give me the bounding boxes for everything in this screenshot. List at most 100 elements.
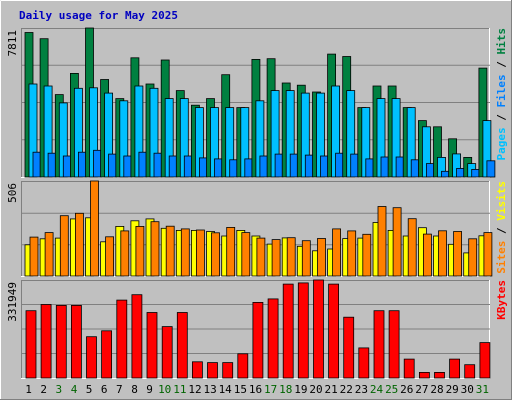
sites-bar (438, 230, 447, 277)
visits-sites-ymax-label: 506 (6, 183, 19, 203)
sites-bar (453, 231, 463, 277)
hits-files-pages-legend-part: Files (495, 74, 508, 107)
pages-bar (108, 153, 117, 178)
kbytes-bar (282, 283, 294, 379)
x-tick-label: 28 (430, 383, 443, 396)
kbytes-bar (449, 358, 461, 379)
sites-bar (407, 218, 417, 277)
visits-sites-legend-part: / (495, 221, 508, 241)
visits-sites-legend-part: Visits (495, 181, 508, 221)
x-tick-label: 4 (71, 383, 78, 396)
sites-bar (332, 228, 342, 277)
x-tick-label: 13 (203, 383, 216, 396)
hits-files-pages-bars (24, 27, 496, 178)
sites-bar (180, 228, 190, 277)
kbytes-bar (40, 304, 52, 379)
kbytes-bar (176, 312, 188, 379)
kbytes-bar (313, 279, 324, 379)
sites-bar (483, 232, 493, 277)
hits-files-pages-legend-part: Pages (495, 127, 508, 160)
x-tick-label: 14 (219, 383, 233, 396)
x-tick-label: 27 (415, 383, 428, 396)
kbytes-bar (222, 362, 234, 379)
x-tick-label: 19 (294, 383, 307, 396)
x-tick-label: 18 (279, 383, 292, 396)
x-tick-label: 21 (324, 383, 337, 396)
kbytes-bar (418, 371, 430, 379)
x-tick-label: 11 (173, 383, 186, 396)
sites-bar (195, 229, 205, 277)
pages-bar (259, 155, 269, 178)
x-tick-label: 3 (55, 383, 62, 396)
kbytes-panel: 331949 KBytes (6, 279, 508, 379)
x-tick-label: 2 (40, 383, 47, 396)
sites-bar (271, 239, 281, 277)
x-tick-label: 26 (400, 383, 413, 396)
sites-bar (165, 225, 175, 277)
visits-sites-panel: 506 Sites / Visits (6, 180, 508, 277)
hits-files-pages-legend-part: / (495, 108, 508, 128)
x-tick-label: 22 (340, 383, 353, 396)
sites-bar (59, 215, 69, 277)
x-tick-label: 30 (461, 383, 474, 396)
pages-bar (47, 152, 57, 178)
kbytes-bar (343, 316, 355, 379)
kbytes-bar (55, 304, 67, 379)
x-tick-label: 8 (131, 383, 138, 396)
kbytes-bar (131, 294, 143, 379)
kbytes-bars (25, 279, 491, 379)
pages-bar (304, 154, 314, 178)
x-axis-day-labels: 1 2 3 4 5 6 7 8 9 10 11 12 13 14 15 16 17 18 19 20 21 22 23 24 2… (25, 383, 489, 396)
pages-bar (486, 160, 496, 178)
kbytes-legend-label: KBytes (495, 280, 508, 320)
x-tick-label: 17 (264, 383, 277, 396)
sites-bar (120, 230, 130, 277)
sites-bar (211, 232, 220, 277)
visits-sites-legend-label: Sites / Visits (495, 181, 508, 274)
kbytes-bar (479, 342, 491, 379)
sites-bar (75, 212, 84, 277)
sites-bar (241, 232, 251, 277)
kbytes-bar (86, 336, 97, 379)
hits-files-pages-legend-part: / (495, 55, 508, 75)
kbytes-legend-part: KBytes (495, 280, 508, 320)
kbytes-bar (297, 282, 309, 379)
sites-bar (347, 230, 357, 277)
sites-bar (286, 237, 296, 277)
x-tick-label: 25 (385, 383, 398, 396)
x-tick-label: 5 (86, 383, 93, 396)
hits-files-pages-legend-label: Pages / Files / Hits (495, 28, 508, 161)
kbytes-bar (237, 353, 249, 379)
x-tick-label: 20 (309, 383, 322, 396)
x-tick-label: 10 (158, 383, 171, 396)
x-tick-label: 15 (234, 383, 247, 396)
sites-bar (90, 180, 99, 277)
sites-bar (468, 238, 478, 277)
kbytes-bar (71, 304, 82, 379)
sites-bar (377, 206, 387, 277)
kbytes-bar (252, 301, 264, 379)
kbytes-bar (388, 310, 400, 379)
x-tick-label: 1 (25, 383, 32, 396)
sites-bar (301, 240, 311, 277)
kbytes-bar (207, 362, 218, 379)
pages-bar (365, 158, 375, 178)
visits-sites-legend-part: Sites (495, 241, 508, 274)
x-tick-label: 23 (355, 383, 368, 396)
x-tick-label: 24 (370, 383, 384, 396)
sites-bar (422, 233, 432, 277)
kbytes-bar (146, 312, 158, 379)
x-tick-label: 29 (446, 383, 459, 396)
sites-bar (29, 236, 39, 277)
x-tick-label: 31 (476, 383, 489, 396)
hits-files-pages-panel: 7811 Pages / Files / Hits (6, 27, 508, 178)
sites-bar (135, 225, 145, 277)
chart-panels: 7811 Pages / Files / Hits 506 Sites / Visit… (6, 27, 508, 379)
kbytes-bar (25, 310, 37, 379)
kbytes-bar (373, 310, 385, 379)
sites-bar (362, 233, 372, 277)
kbytes-bar (328, 283, 340, 379)
sites-bar (44, 232, 54, 277)
x-tick-label: 16 (249, 383, 262, 396)
kbytes-bar (161, 326, 173, 379)
